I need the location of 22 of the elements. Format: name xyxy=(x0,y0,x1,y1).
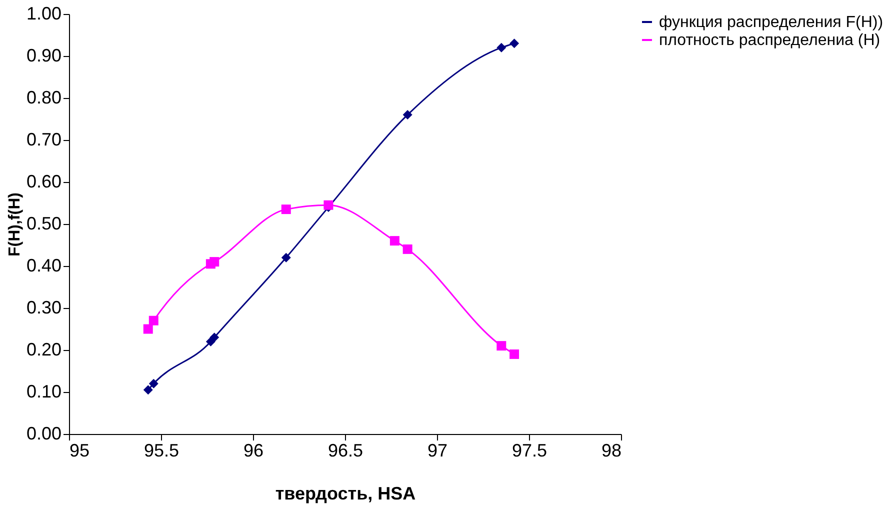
y-tick-label: 0.50 xyxy=(26,214,62,234)
y-tick-label: 0.30 xyxy=(26,298,62,318)
x-tick-label: 97 xyxy=(427,440,448,460)
legend-label: функция распределения F(H)) xyxy=(659,14,884,31)
x-tick-label: 95 xyxy=(70,440,90,460)
y-tick-label: 0.60 xyxy=(26,172,62,192)
x-tick-label: 95.5 xyxy=(144,440,180,460)
x-tick-label: 96.5 xyxy=(328,440,364,460)
x-axis-title: твердость, HSA xyxy=(275,484,416,504)
y-axis-title: F(H),f(H) xyxy=(6,192,24,256)
x-tick-label: 98 xyxy=(601,440,622,460)
y-tick-label: 0.90 xyxy=(26,46,62,66)
x-tick-label: 97.5 xyxy=(512,440,548,460)
y-tick-label: 0.20 xyxy=(26,340,62,360)
legend-label: плотность распределениа (H) xyxy=(659,32,880,49)
y-tick-label: 0.10 xyxy=(26,382,62,402)
y-tick-label: 0.80 xyxy=(26,88,62,108)
x-tick-label: 96 xyxy=(243,440,264,460)
y-tick-label: 0.00 xyxy=(26,424,62,444)
y-tick-label: 0.70 xyxy=(26,130,62,150)
y-tick-label: 1.00 xyxy=(26,4,62,24)
y-tick-label: 0.40 xyxy=(26,256,62,276)
